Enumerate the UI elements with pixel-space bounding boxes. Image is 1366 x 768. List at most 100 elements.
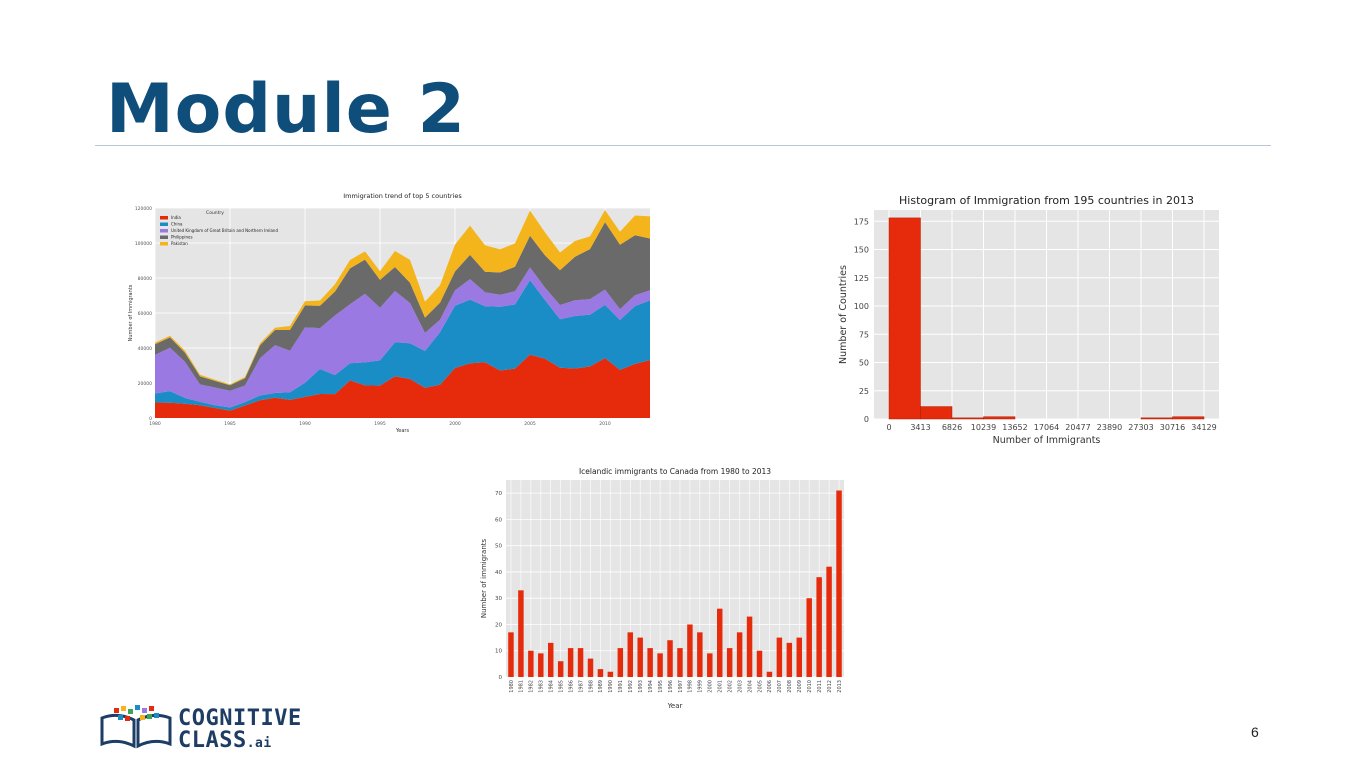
x-tick-label: 30716 (1160, 423, 1185, 432)
bar (756, 650, 763, 677)
x-tick-label: 1995 (374, 421, 386, 427)
x-tick-label: 2000 (449, 421, 461, 427)
area-chart-svg: 0 20000 40000 60000 80000 100000 120000 1980 198… (128, 192, 650, 434)
x-tick-label: 23890 (1097, 423, 1122, 432)
x-tick-label: 2003 (737, 680, 743, 693)
y-tick-label: 125 (854, 274, 869, 283)
legend-swatch (160, 229, 168, 233)
x-tick-label: 1990 (608, 680, 614, 693)
legend-label: Philippines (171, 235, 193, 240)
x-tick-label: 1989 (598, 680, 604, 693)
y-tick-label: 20000 (138, 381, 152, 387)
legend-label: United Kingdom of Great Britain and Nort… (171, 228, 278, 233)
bar (667, 640, 673, 677)
chart-title: Immigration trend of top 5 countries (343, 192, 462, 200)
x-tick-label: 13652 (1002, 423, 1027, 432)
bar (617, 648, 624, 677)
bar (766, 671, 773, 677)
x-tick-label: 1981 (519, 680, 525, 693)
area-series (155, 280, 650, 411)
y-tick-label: 150 (854, 246, 869, 255)
histogram-chart: 0 25 50 75 100 125 150 175 0 3413 6826 10239 13652 17… (830, 190, 1230, 455)
legend-swatch (160, 242, 168, 246)
bar (687, 624, 693, 677)
bar (836, 490, 842, 677)
y-axis-label: Number of Countries (838, 265, 849, 364)
x-tick-label: 2011 (817, 680, 823, 693)
bar (508, 632, 514, 677)
bar (816, 577, 822, 677)
bar (736, 632, 743, 677)
bar (647, 648, 653, 677)
chart-title: Histogram of Immigration from 195 countr… (899, 194, 1194, 207)
bar (627, 632, 633, 677)
x-tick-label: 1993 (638, 680, 644, 693)
y-tick-label: 75 (859, 330, 869, 339)
bar (726, 648, 733, 677)
x-tick-label: 27303 (1128, 423, 1153, 432)
bar (657, 653, 663, 677)
area-series (155, 210, 650, 386)
bar (518, 590, 524, 677)
x-tick-label: 2008 (787, 680, 793, 693)
x-tick-label: 1991 (618, 680, 624, 693)
y-axis-label: Number of Immigrants (128, 284, 134, 341)
x-tick-label: 1988 (588, 680, 594, 693)
bar (717, 608, 723, 677)
x-tick-label: 1985 (224, 421, 236, 427)
y-tick-label: 80000 (138, 276, 152, 282)
x-tick-label: 1994 (648, 680, 654, 693)
bar-chart: 0 10 20 30 40 50 60 70 1980 1981 1982 1983 1984 1985 1… (478, 462, 858, 717)
histogram-bar (1140, 417, 1173, 420)
logo-suffix: .ai (246, 736, 272, 751)
histogram-bar (983, 416, 1016, 420)
y-tick-label: 0 (864, 415, 869, 424)
x-tick-label: 2010 (599, 421, 611, 427)
y-axis-label: Number of immigrants (480, 539, 488, 619)
bar (697, 632, 703, 677)
x-axis-label: Year (667, 702, 683, 710)
bar (786, 642, 793, 677)
y-tick-label: 120000 (135, 206, 152, 212)
x-axis-label: Years (395, 428, 410, 434)
legend-swatch (160, 235, 168, 239)
x-tick-label: 2005 (524, 421, 536, 427)
bar (637, 637, 643, 677)
bar (557, 661, 564, 677)
x-tick-label: 1997 (678, 680, 684, 693)
x-tick-label: 1987 (578, 680, 584, 693)
cognitive-class-logo: COGNITIVE CLASS.ai (98, 704, 328, 753)
title-divider (95, 145, 1271, 146)
histogram-chart-svg: 0 25 50 75 100 125 150 175 0 3413 6826 10239 13652 17… (838, 194, 1219, 446)
x-tick-label: 0 (886, 423, 891, 432)
x-tick-label: 2006 (767, 680, 773, 693)
bar (587, 658, 594, 677)
bar (597, 669, 604, 677)
legend-swatch (160, 216, 168, 220)
x-tick-label: 1986 (568, 680, 574, 693)
page-number: 6 (1251, 724, 1259, 740)
x-tick-label: 1980 (149, 421, 161, 427)
bar (548, 642, 554, 677)
histogram-bar (1172, 416, 1205, 420)
x-tick-label: 1984 (549, 680, 555, 693)
x-tick-label: 17064 (1034, 423, 1059, 432)
x-tick-label: 2002 (727, 680, 733, 693)
x-tick-label: 1980 (509, 680, 515, 693)
x-tick-label: 2005 (757, 680, 763, 693)
area-series (155, 222, 650, 391)
legend-label: Pakistan (171, 241, 188, 246)
bar (746, 616, 753, 677)
x-tick-label: 2001 (718, 680, 724, 693)
chart-title: Icelandic immigrants to Canada from 1980… (579, 467, 771, 476)
x-tick-label: 1995 (658, 680, 664, 693)
legend-swatch (160, 222, 168, 226)
bar (577, 648, 584, 677)
logo-line1: COGNITIVE (178, 706, 302, 731)
y-tick-label: 100000 (135, 241, 152, 247)
area-chart: 0 20000 40000 60000 80000 100000 120000 1980 198… (120, 188, 660, 443)
y-tick-label: 30 (495, 596, 502, 602)
y-tick-label: 175 (854, 217, 869, 226)
y-tick-label: 20 (495, 622, 502, 628)
histogram-bar (920, 406, 953, 420)
